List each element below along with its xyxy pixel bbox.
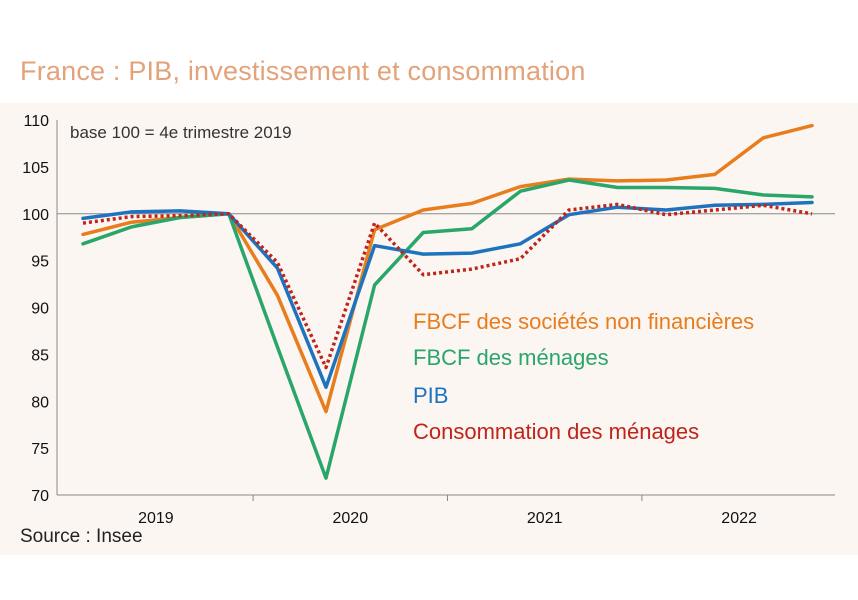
y-tick-label: 80 (31, 394, 49, 411)
y-tick-label: 110 (23, 113, 49, 130)
y-tick-label: 100 (22, 207, 49, 224)
series-line-3 (81, 200, 814, 389)
series-line-4 (82, 202, 813, 370)
legend-entry: Consommation des ménages (413, 419, 699, 444)
series-layer (81, 123, 814, 480)
legend-entry: FBCF des sociétés non financières (413, 309, 754, 334)
legend: FBCF des sociétés non financières FBCF de… (413, 309, 754, 444)
y-tick-label: 105 (22, 160, 49, 177)
line-chart: 70 75 80 85 90 95 100 105 110 2019 2020 2021 2022 b… (22, 113, 835, 527)
source-note: Source : Insee (20, 526, 143, 547)
y-tick-label: 85 (31, 347, 49, 364)
y-tick-label: 75 (31, 441, 49, 458)
y-tick-labels: 70 75 80 85 90 95 100 105 110 (22, 113, 49, 505)
x-tick-label: 2019 (138, 510, 174, 527)
x-tick-label: 2021 (527, 510, 563, 527)
chart-panel: 70 75 80 85 90 95 100 105 110 2019 2020 2021 2022 b… (0, 103, 858, 555)
x-tick-labels: 2019 2020 2021 2022 (138, 495, 757, 527)
y-tick-label: 95 (31, 254, 49, 271)
legend-entry: PIB (413, 383, 448, 408)
base-annotation: base 100 = 4e trimestre 2019 (70, 123, 292, 142)
y-tick-label: 70 (31, 488, 49, 505)
x-tick-label: 2020 (333, 510, 369, 527)
x-tick-label: 2022 (721, 510, 757, 527)
legend-entry: FBCF des ménages (413, 345, 609, 370)
y-tick-label: 90 (31, 301, 49, 318)
chart-title: France : PIB, investissement et consomma… (20, 56, 586, 86)
